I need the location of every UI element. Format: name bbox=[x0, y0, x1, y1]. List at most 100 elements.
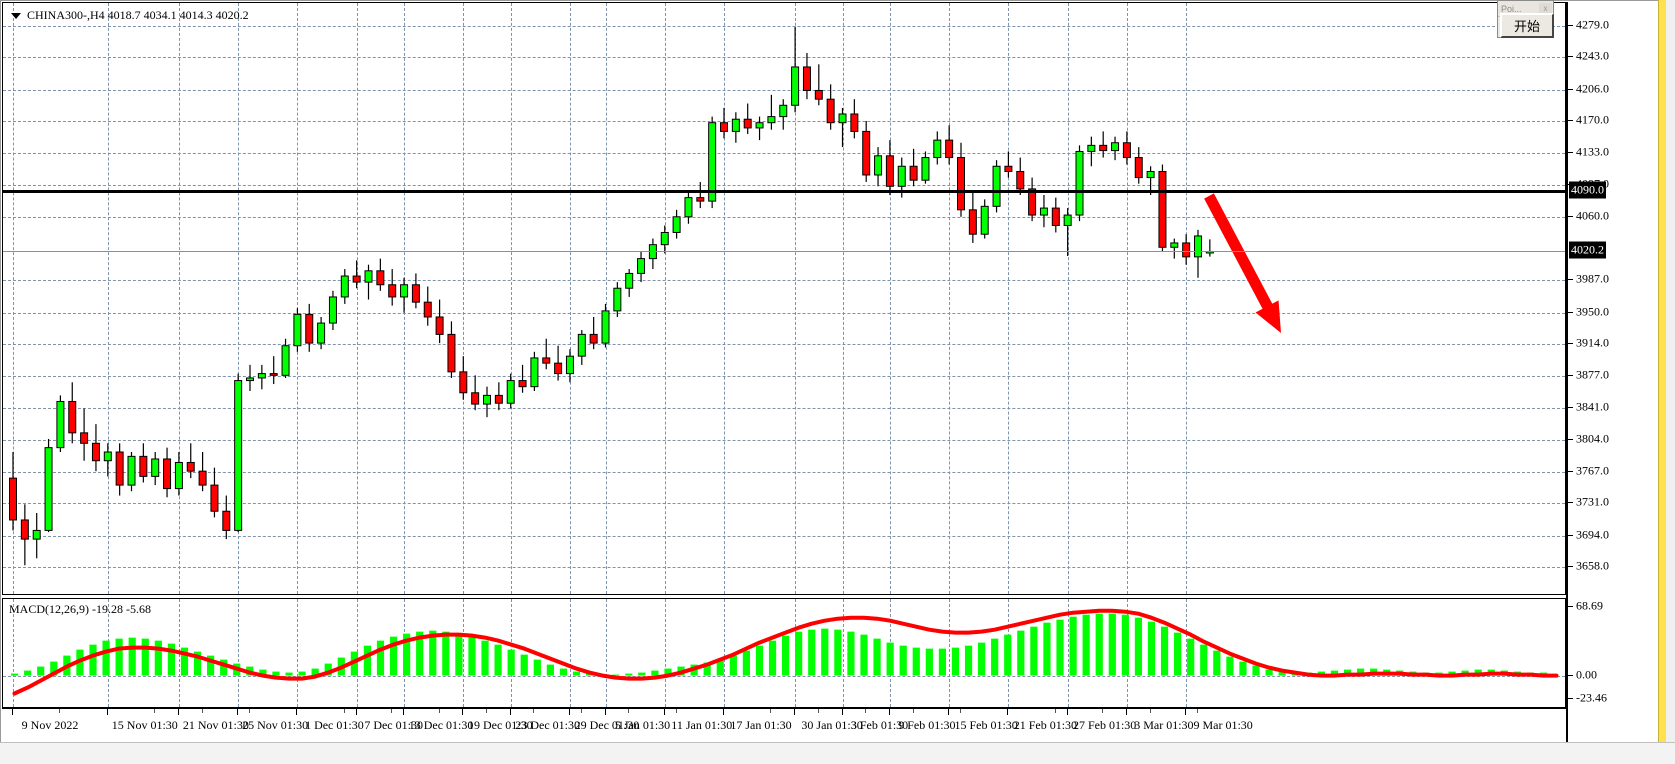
gridline-horizontal bbox=[3, 57, 1565, 58]
gridline-vertical bbox=[890, 3, 891, 594]
gridline-horizontal bbox=[3, 313, 1565, 314]
time-axis-minor-tick bbox=[676, 709, 677, 713]
price-axis-tick bbox=[1568, 566, 1573, 567]
gridline-horizontal bbox=[3, 567, 1565, 568]
gridline-vertical bbox=[1068, 599, 1069, 707]
time-axis-label: 7 Dec 01:30 bbox=[364, 718, 423, 732]
current-price-line-4020[interactable] bbox=[3, 251, 1565, 252]
price-axis-label: 4133.0 bbox=[1576, 144, 1609, 159]
price-axis[interactable]: 4279.04243.04206.04170.04133.04097.04060… bbox=[1566, 2, 1660, 742]
right-gutter bbox=[1666, 0, 1675, 764]
chart-header-label: CHINA300-,H4 4018.7 4034.1 4014.3 4020.2 bbox=[27, 8, 249, 22]
time-axis: 9 Nov 2022 15 Nov 01:30 21 Nov 01:30 25 Nov… bbox=[2, 708, 1566, 742]
gridline-horizontal bbox=[3, 217, 1565, 218]
macd-axis-label: 68.69 bbox=[1576, 598, 1603, 613]
macd-label: MACD(12,26,9) -19.28 -5.68 bbox=[9, 602, 151, 616]
gridline-horizontal bbox=[3, 472, 1565, 473]
time-axis-label: 9 Mar 01:30 bbox=[1193, 718, 1253, 732]
time-axis-tick bbox=[1126, 709, 1127, 715]
time-axis-tick bbox=[889, 709, 890, 715]
time-axis-minor-tick bbox=[581, 709, 582, 713]
time-axis-label: 23 Dec 01:30 bbox=[515, 718, 581, 732]
price-axis-label: 3950.0 bbox=[1576, 304, 1609, 319]
time-axis-minor-tick bbox=[439, 709, 440, 713]
macd-axis-tick bbox=[1568, 606, 1573, 607]
price-axis-label: 3731.0 bbox=[1576, 494, 1609, 509]
gridline-vertical bbox=[238, 599, 239, 707]
price-axis-tick bbox=[1568, 471, 1573, 472]
time-axis-label: 19 Dec 01:30 bbox=[467, 718, 533, 732]
macd-indicator-pane[interactable]: MACD(12,26,9) -19.28 -5.68 bbox=[2, 598, 1566, 708]
gridline-vertical bbox=[665, 3, 666, 594]
time-axis-label: 11 Jan 01:30 bbox=[671, 718, 733, 732]
price-axis-tick bbox=[1568, 279, 1573, 280]
price-axis-tick bbox=[1568, 89, 1573, 90]
gridline-horizontal bbox=[3, 408, 1565, 409]
time-axis-minor-tick bbox=[865, 709, 866, 713]
time-axis-label: 15 Nov 01:30 bbox=[111, 718, 178, 732]
candlestick-series bbox=[9, 26, 1214, 566]
price-tag-highlight[interactable]: 4020.2 bbox=[1569, 241, 1606, 259]
down-trend-arrow[interactable] bbox=[3, 3, 1565, 594]
start-button[interactable]: 开始 bbox=[1500, 13, 1554, 38]
gridline-vertical bbox=[606, 599, 607, 707]
macd-axis-label: 0.00 bbox=[1576, 667, 1597, 682]
time-axis-tick bbox=[1185, 709, 1186, 715]
gridline-horizontal bbox=[3, 121, 1565, 122]
time-axis-label: 21 Nov 01:30 bbox=[182, 718, 249, 732]
macd-zero-gridline bbox=[3, 676, 1565, 677]
price-axis-tick bbox=[1568, 343, 1573, 344]
time-axis-minor-tick bbox=[486, 709, 487, 713]
time-axis-label: 15 Feb 01:30 bbox=[954, 718, 1018, 732]
macd-axis-tick bbox=[1568, 698, 1573, 699]
time-axis-label: 29 Dec 01:30 bbox=[574, 718, 640, 732]
time-axis-tick bbox=[948, 709, 949, 715]
gridline-vertical bbox=[13, 3, 14, 594]
price-axis-label: 3658.0 bbox=[1576, 558, 1609, 573]
time-axis-tick bbox=[1007, 709, 1008, 715]
gridline-vertical bbox=[843, 3, 844, 594]
price-axis-label: 4279.0 bbox=[1576, 17, 1609, 32]
price-axis-tick bbox=[1568, 407, 1573, 408]
chevron-down-icon[interactable] bbox=[11, 12, 21, 19]
gridline-vertical bbox=[665, 599, 666, 707]
gridline-horizontal bbox=[3, 376, 1565, 377]
gridline-vertical bbox=[13, 599, 14, 707]
gridline-horizontal bbox=[3, 536, 1565, 537]
gridline-vertical bbox=[570, 599, 571, 707]
price-tag-highlight[interactable]: 4090.0 bbox=[1569, 181, 1606, 199]
time-axis-label: 9 Nov 2022 bbox=[21, 718, 79, 732]
time-axis-tick bbox=[178, 709, 179, 715]
gridline-vertical bbox=[1186, 599, 1187, 707]
price-level-line-4090[interactable] bbox=[3, 189, 1565, 193]
gridline-vertical bbox=[108, 3, 109, 594]
price-axis-label: 3767.0 bbox=[1576, 463, 1609, 478]
price-axis-tick bbox=[1568, 535, 1573, 536]
chart-header: CHINA300-,H4 4018.7 4034.1 4014.3 4020.2 bbox=[11, 8, 249, 23]
time-axis-tick bbox=[664, 709, 665, 715]
price-axis-label: 3841.0 bbox=[1576, 399, 1609, 414]
gridline-vertical bbox=[357, 3, 358, 594]
gridline-horizontal bbox=[3, 440, 1565, 441]
time-axis-minor-tick bbox=[391, 709, 392, 713]
time-axis-minor-tick bbox=[533, 709, 534, 713]
close-icon[interactable]: x bbox=[1539, 2, 1552, 15]
price-chart-pane[interactable]: CHINA300-,H4 4018.7 4034.1 4014.3 4020.2 bbox=[2, 2, 1566, 595]
price-axis-tick bbox=[1568, 312, 1573, 313]
time-axis-label: 30 Jan 01:30 bbox=[801, 718, 863, 732]
time-axis-tick bbox=[842, 709, 843, 715]
price-axis-tick bbox=[1568, 56, 1573, 57]
gridline-vertical bbox=[570, 3, 571, 594]
gridline-vertical bbox=[1186, 3, 1187, 594]
gridline-horizontal bbox=[3, 153, 1565, 154]
gridline-horizontal bbox=[3, 26, 1565, 27]
price-axis-label: 3914.0 bbox=[1576, 335, 1609, 350]
time-axis-tick bbox=[237, 709, 238, 715]
time-axis-label: 3 Mar 01:30 bbox=[1134, 718, 1194, 732]
gridline-vertical bbox=[463, 3, 464, 594]
bottom-gutter bbox=[0, 742, 1675, 764]
time-axis-tick bbox=[296, 709, 297, 715]
time-axis-label: 5 Jan 01:30 bbox=[614, 718, 671, 732]
price-axis-tick bbox=[1568, 375, 1573, 376]
price-axis-tick bbox=[1568, 152, 1573, 153]
